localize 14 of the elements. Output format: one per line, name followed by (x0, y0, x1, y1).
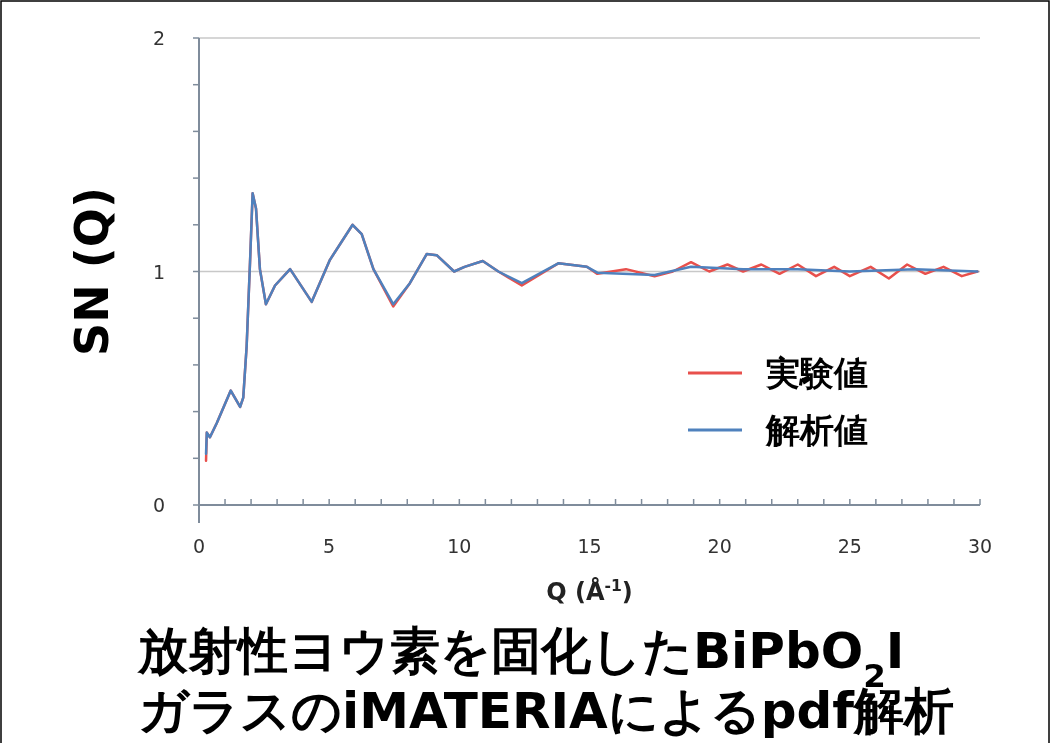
x-tick-label: 0 (192, 535, 206, 557)
x-tick-label: 25 (837, 535, 862, 557)
legend-label: 実験値 (765, 353, 868, 393)
y-tick-label: 0 (152, 494, 166, 516)
x-tick-label: 10 (447, 535, 472, 557)
x-tick-label: 30 (967, 535, 993, 557)
y-tick-label: 1 (152, 260, 166, 283)
x-tick-label: 20 (707, 535, 732, 557)
x-tick-label: 15 (577, 535, 602, 557)
legend-label: 解析値 (765, 410, 868, 450)
y-axis-title: SN (Q) (65, 187, 119, 356)
y-tick-label: 2 (152, 27, 166, 49)
x-axis-title: Q (Å$^{-1}$) (546, 577, 633, 606)
x-tick-label: 5 (323, 535, 336, 557)
